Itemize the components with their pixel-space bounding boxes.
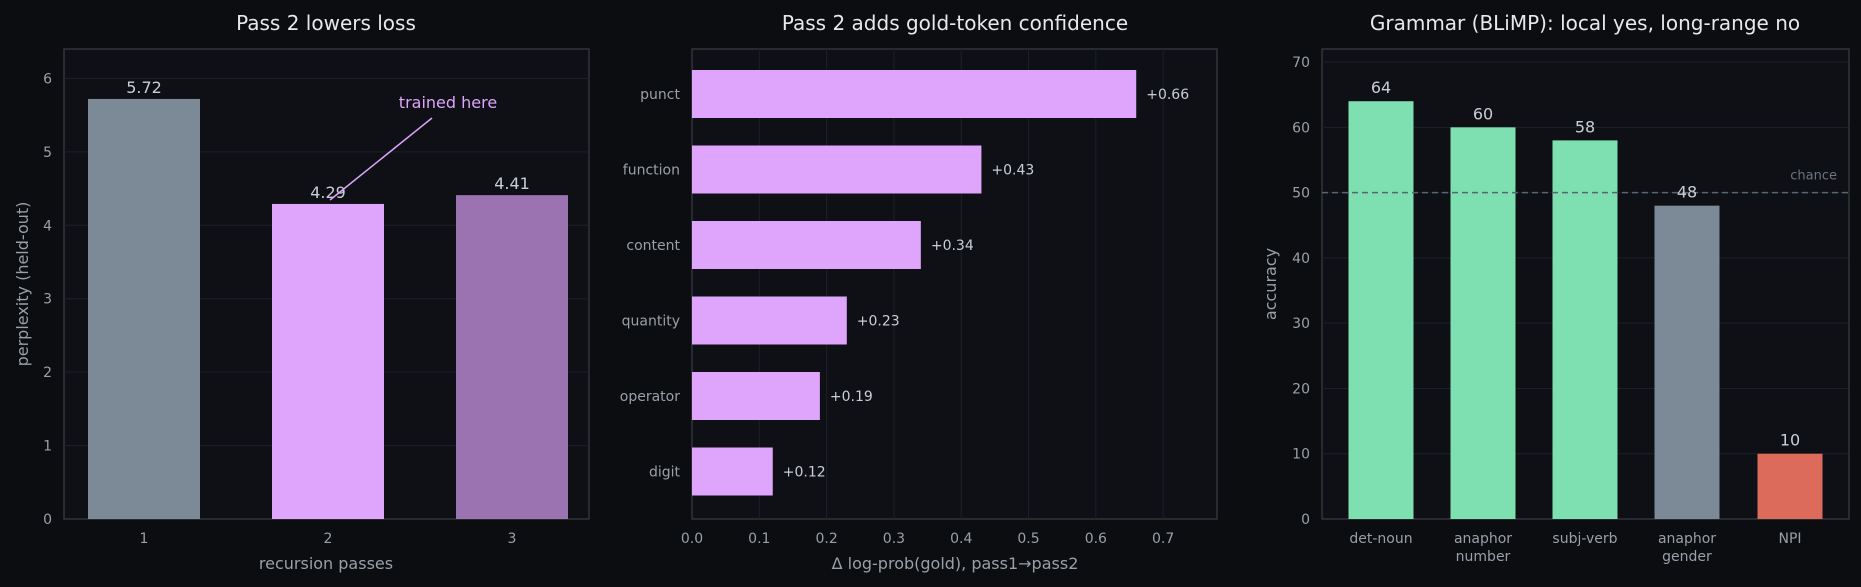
- panel-blimp: Grammar (BLiMP): local yes, long-range n…: [1261, 11, 1850, 565]
- value-labels: +0.66 +0.43 +0.34 +0.23 +0.19 +0.12: [783, 87, 1189, 481]
- bar: [1654, 205, 1720, 519]
- y-ticks: punct function content quantity operator digi…: [620, 87, 681, 481]
- bar: [692, 145, 982, 194]
- bar: [1450, 127, 1516, 519]
- x-tick-label: 2: [324, 531, 333, 547]
- y-tick-label: 0: [1301, 512, 1310, 528]
- value-label: +0.43: [991, 163, 1034, 179]
- y-tick-label: 10: [1292, 447, 1310, 463]
- x-tick-label: det-noun: [1349, 531, 1412, 547]
- y-axis-label: accuracy: [1261, 248, 1280, 320]
- x-tick-label: 0.1: [748, 531, 770, 547]
- x-axis-label: recursion passes: [259, 554, 393, 573]
- value-label: 10: [1780, 431, 1800, 450]
- y-ticks: 0 10 20 30 40 50 60 70: [1292, 55, 1310, 528]
- bars: [88, 98, 568, 519]
- panel-title: Pass 2 adds gold-token confidence: [782, 11, 1128, 35]
- bar: [1552, 140, 1618, 519]
- y-tick-label: 2: [43, 365, 52, 381]
- x-tick-label: 0.4: [950, 531, 972, 547]
- y-ticks: 0 1 2 3 4 5 6: [43, 71, 52, 528]
- bar: [692, 296, 847, 345]
- value-label: +0.23: [857, 314, 900, 330]
- panel-title: Pass 2 lowers loss: [236, 11, 416, 35]
- bar: [272, 203, 384, 519]
- y-tick-label: 3: [43, 292, 52, 308]
- value-label: +0.66: [1146, 87, 1189, 103]
- value-label: 64: [1371, 78, 1391, 97]
- chance-label: chance: [1790, 169, 1837, 184]
- bar: [456, 195, 568, 519]
- y-tick-label: punct: [640, 87, 680, 103]
- x-tick-label: 0.3: [883, 531, 905, 547]
- x-axis-label: Δ log-prob(gold), pass1→pass2: [832, 554, 1079, 573]
- y-tick-label: 6: [43, 71, 52, 87]
- value-labels: 64 60 58 48 10: [1371, 78, 1800, 450]
- x-tick-label: 0.7: [1152, 531, 1174, 547]
- y-tick-label: 5: [43, 145, 52, 161]
- x-tick-label: 0.5: [1017, 531, 1039, 547]
- y-tick-label: function: [623, 163, 680, 179]
- x-tick-label: 0.0: [681, 531, 703, 547]
- bars: [1348, 101, 1823, 519]
- y-tick-label: 50: [1292, 186, 1310, 202]
- y-tick-label: quantity: [622, 314, 680, 330]
- panel-title: Grammar (BLiMP): local yes, long-range n…: [1370, 11, 1800, 35]
- x-tick-label: number: [1456, 549, 1511, 565]
- annotation-arrow: [329, 117, 433, 201]
- panel-logprob: Pass 2 adds gold-token confidence punct f…: [620, 11, 1218, 573]
- x-tick-label: anaphor: [1454, 531, 1512, 547]
- y-tick-label: 60: [1292, 120, 1310, 136]
- value-label: 4.41: [494, 174, 530, 193]
- panel-perplexity: Pass 2 lowers loss 0 1 2 3 4 5 6 1 2 3 5.72 4.29 4…: [13, 11, 590, 573]
- value-labels: 5.72 4.29 4.41: [126, 78, 530, 202]
- value-label: +0.34: [931, 238, 974, 254]
- x-ticks: 1 2 3: [140, 531, 517, 547]
- bar: [88, 98, 200, 519]
- value-label: 5.72: [126, 78, 162, 97]
- value-label: +0.12: [783, 465, 826, 481]
- chance-line: chance: [1322, 169, 1849, 194]
- annotation-text: trained here: [399, 93, 497, 112]
- y-tick-label: 30: [1292, 316, 1310, 332]
- bar: [692, 221, 921, 269]
- plot-area: [691, 48, 1218, 520]
- x-ticks: 0.0 0.1 0.2 0.3 0.4 0.5 0.6 0.7: [681, 531, 1174, 547]
- y-tick-label: operator: [620, 389, 680, 405]
- x-tick-label: 1: [140, 531, 149, 547]
- value-label: 60: [1473, 104, 1493, 123]
- x-tick-label: subj-verb: [1552, 531, 1617, 547]
- bar: [692, 447, 773, 496]
- value-label: 4.29: [310, 183, 346, 202]
- bar: [1757, 453, 1823, 519]
- y-tick-label: 1: [43, 439, 52, 455]
- y-tick-label: digit: [649, 465, 681, 481]
- y-tick-label: 70: [1292, 55, 1310, 71]
- x-tick-label: 0.6: [1085, 531, 1107, 547]
- x-tick-label: gender: [1662, 549, 1712, 565]
- y-tick-label: 0: [43, 512, 52, 528]
- x-tick-label: NPI: [1778, 531, 1801, 547]
- value-label: 48: [1677, 183, 1697, 202]
- bar: [692, 70, 1137, 118]
- bar: [692, 372, 820, 420]
- y-tick-label: content: [626, 238, 680, 254]
- bar: [1348, 101, 1414, 519]
- bars: [692, 70, 1137, 496]
- value-label: +0.19: [830, 389, 873, 405]
- x-tick-label: 3: [508, 531, 517, 547]
- x-ticks: det-noun anaphor number subj-verb anaphor gen…: [1349, 531, 1801, 565]
- y-tick-label: 20: [1292, 381, 1310, 397]
- value-label: 58: [1575, 117, 1595, 136]
- x-tick-label: anaphor: [1658, 531, 1716, 547]
- y-tick-label: 4: [43, 218, 52, 234]
- x-tick-label: 0.2: [815, 531, 837, 547]
- y-axis-label: perplexity (held-out): [13, 202, 32, 367]
- y-tick-label: 40: [1292, 251, 1310, 267]
